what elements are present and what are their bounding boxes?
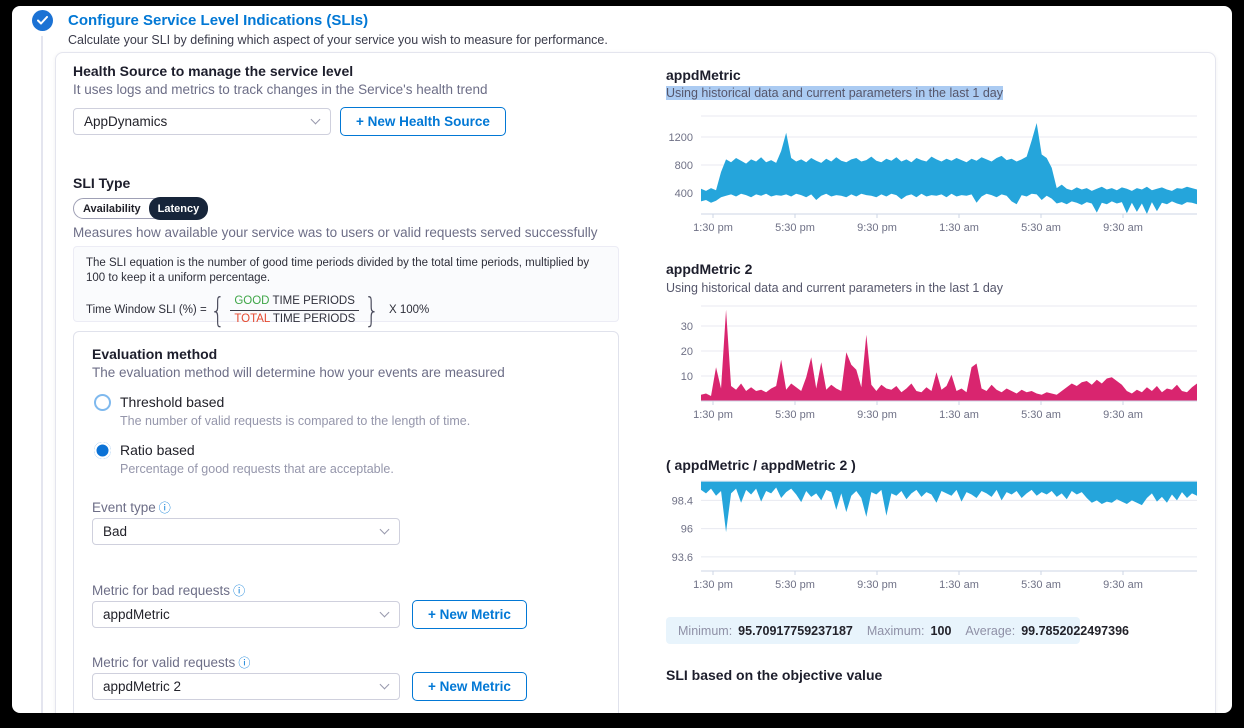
sli-type-label: SLI Type [73, 175, 131, 191]
metric-bad-label: Metric for bad requests ⓘ [92, 583, 246, 598]
new-metric-button-valid[interactable]: + New Metric [412, 672, 527, 701]
svg-text:5:30 am: 5:30 am [1021, 222, 1061, 234]
ratio-chart: 93.6 96 98.4 1:30 pm 5:30 pm 9:30 pm 1:30 am 5:… [661, 477, 1207, 597]
sli-equation-box: The SLI equation is the number of good t… [73, 246, 619, 330]
svg-text:800: 800 [675, 160, 693, 172]
svg-text:98.4: 98.4 [672, 495, 693, 507]
svg-text:1:30 pm: 1:30 pm [693, 579, 733, 591]
page-subtitle: Calculate your SLI by defining which asp… [68, 33, 608, 47]
equation-suffix: X 100% [388, 304, 430, 317]
chevron-down-icon [379, 607, 390, 618]
svg-text:9:30 pm: 9:30 pm [857, 222, 897, 234]
sli-equation-text: The SLI equation is the number of good t… [86, 257, 590, 284]
svg-text:9:30 am: 9:30 am [1103, 409, 1143, 421]
chart-ratio-title: ( appdMetric / appdMetric 2 ) [666, 457, 856, 473]
new-health-source-button[interactable]: + New Health Source [340, 107, 506, 136]
ratio-based-radio[interactable] [94, 442, 111, 459]
ratio-stats-bar: Minimum: 95.70917759237187 Maximum: 100 … [666, 617, 1129, 644]
step-check-icon [32, 10, 53, 31]
chart-appdmetric-title: appdMetric [666, 67, 741, 83]
new-metric-button-bad[interactable]: + New Metric [412, 600, 527, 629]
svg-text:9:30 am: 9:30 am [1103, 579, 1143, 591]
page-title: Configure Service Level Indications (SLI… [68, 12, 369, 29]
minimum-label: Minimum: [678, 623, 733, 638]
metric-valid-label: Metric for valid requests ⓘ [92, 655, 251, 670]
evaluation-method-label: Evaluation method [92, 346, 218, 362]
svg-text:5:30 pm: 5:30 pm [775, 222, 815, 234]
sli-type-option-availability[interactable]: Availability [83, 202, 141, 215]
threshold-based-label: Threshold based [120, 394, 225, 410]
threshold-based-radio[interactable] [94, 394, 111, 411]
svg-text:9:30 pm: 9:30 pm [857, 409, 897, 421]
svg-text:5:30 pm: 5:30 pm [775, 579, 815, 591]
evaluation-method-description: The evaluation method will determine how… [92, 365, 505, 380]
step-connector-line [41, 36, 43, 713]
sli-config-card: Health Source to manage the service leve… [55, 52, 1216, 713]
total-time-periods: TOTAL [234, 313, 270, 326]
health-source-value: AppDynamics [84, 114, 168, 129]
svg-text:5:30 pm: 5:30 pm [775, 409, 815, 421]
average-label: Average: [965, 623, 1016, 638]
chevron-down-icon [310, 114, 321, 125]
svg-text:20: 20 [681, 346, 693, 358]
svg-text:10: 10 [681, 371, 693, 383]
svg-text:1:30 pm: 1:30 pm [693, 409, 733, 421]
sli-equation-formula: Time Window SLI (%) = { GOOD TIME PERIOD… [86, 290, 430, 331]
chevron-down-icon [379, 524, 390, 535]
svg-text:1:30 am: 1:30 am [939, 409, 979, 421]
health-source-label: Health Source to manage the service leve… [73, 63, 354, 79]
ratio-based-description: Percentage of good requests that are acc… [120, 462, 394, 476]
sli-type-description: Measures how available your service was … [73, 225, 598, 240]
right-brace: } [364, 290, 380, 331]
sli-type-toggle: Availability Latency [73, 197, 209, 220]
event-type-select[interactable]: Bad [92, 518, 400, 545]
svg-text:400: 400 [675, 188, 693, 200]
evaluation-method-box: Evaluation method The evaluation method … [73, 331, 619, 713]
ratio-based-label: Ratio based [120, 442, 195, 458]
sli-objective-heading: SLI based on the objective value [666, 667, 883, 683]
event-type-label: Event type ⓘ [92, 500, 171, 515]
good-time-periods: GOOD [234, 295, 270, 308]
chart-appdmetric2-title: appdMetric 2 [666, 261, 753, 277]
svg-text:9:30 am: 9:30 am [1103, 222, 1143, 234]
chevron-down-icon [379, 679, 390, 690]
appdmetric2-chart: 10 20 30 1:30 pm 5:30 pm 9:30 pm 1:30 am 5:30 a… [661, 302, 1207, 427]
health-source-description: It uses logs and metrics to track change… [73, 82, 488, 97]
threshold-based-description: The number of valid requests is compared… [120, 414, 471, 428]
appdmetric-chart: 400 800 1200 1:30 pm 5:30 pm 9:30 pm 1:30 am 5:… [661, 112, 1207, 240]
metric-bad-select[interactable]: appdMetric [92, 601, 400, 628]
left-brace: { [209, 290, 226, 331]
svg-text:5:30 am: 5:30 am [1021, 409, 1061, 421]
info-icon[interactable]: ⓘ [238, 656, 251, 670]
minimum-value: 95.70917759237187 [738, 623, 853, 638]
svg-text:9:30 pm: 9:30 pm [857, 579, 897, 591]
chart-appdmetric-subtitle: Using historical data and current parame… [666, 86, 1003, 100]
svg-text:30: 30 [681, 321, 693, 333]
svg-text:1:30 pm: 1:30 pm [693, 222, 733, 234]
svg-text:1200: 1200 [669, 132, 693, 144]
metric-bad-value: appdMetric [103, 607, 170, 622]
average-value: 99.7852022497396 [1021, 623, 1129, 638]
svg-text:5:30 am: 5:30 am [1021, 579, 1061, 591]
info-icon[interactable]: ⓘ [233, 584, 246, 598]
svg-text:1:30 am: 1:30 am [939, 222, 979, 234]
maximum-value: 100 [930, 623, 952, 638]
chart-appdmetric2-subtitle: Using historical data and current parame… [666, 281, 1003, 295]
svg-text:96: 96 [681, 524, 693, 536]
sli-type-option-latency[interactable]: Latency [148, 197, 209, 220]
svg-text:93.6: 93.6 [672, 552, 693, 564]
info-icon[interactable]: ⓘ [158, 501, 171, 515]
event-type-value: Bad [103, 524, 128, 539]
equation-prefix: Time Window SLI (%) = [86, 304, 207, 317]
page: Configure Service Level Indications (SLI… [12, 6, 1232, 713]
svg-text:1:30 am: 1:30 am [939, 579, 979, 591]
maximum-label: Maximum: [866, 623, 925, 638]
health-source-select[interactable]: AppDynamics [73, 108, 331, 135]
metric-valid-value: appdMetric 2 [103, 679, 182, 694]
metric-valid-select[interactable]: appdMetric 2 [92, 673, 400, 700]
